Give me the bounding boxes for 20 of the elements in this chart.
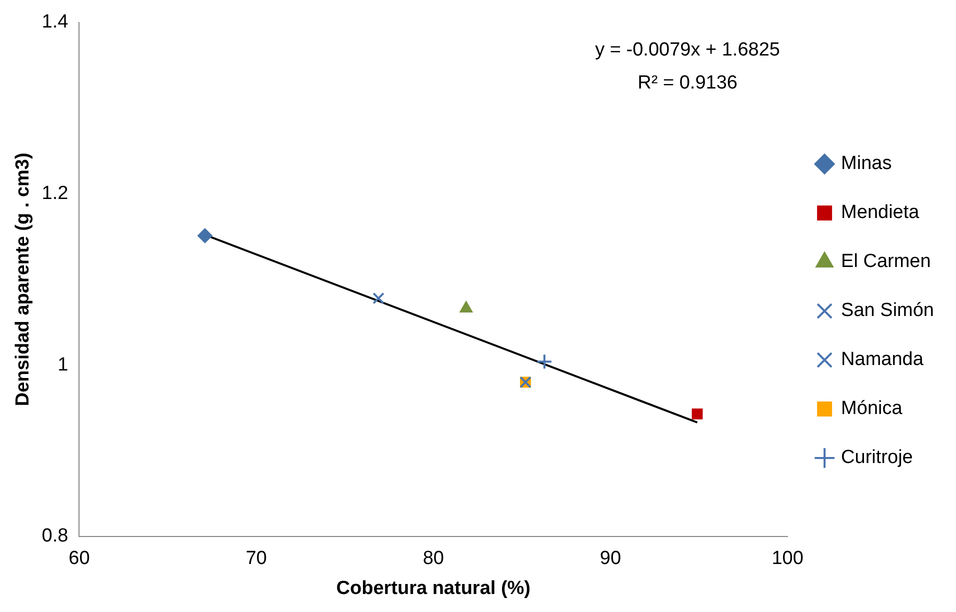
- legend-label: San Simón: [841, 300, 934, 322]
- x-tick-label: 90: [600, 548, 622, 570]
- legend-label: Minas: [841, 153, 892, 174]
- legend-label: Namanda: [841, 349, 924, 370]
- x-tick-label: 80: [422, 548, 444, 570]
- legend-label: El Carmen: [841, 251, 931, 272]
- y-tick-label: 1: [58, 354, 68, 376]
- annotation: R² = 0.9136: [638, 72, 738, 94]
- y-tick-label: 1.4: [42, 12, 69, 33]
- x-tick-label: 60: [68, 548, 90, 570]
- x-axis-title: Cobertura natural (%): [336, 578, 531, 599]
- legend-label: Curitroje: [841, 447, 913, 468]
- y-tick-label: 0.8: [42, 526, 68, 547]
- x-tick-label: 100: [772, 548, 804, 570]
- annotation: y = -0.0079x + 1.6825: [595, 40, 780, 61]
- x-tick-label: 70: [246, 548, 267, 570]
- y-tick-label: 1.2: [42, 182, 68, 204]
- legend-label: Mendieta: [841, 202, 920, 224]
- legend-label: Mónica: [841, 398, 903, 420]
- y-axis-title: Densidad aparente (g . cm3): [12, 152, 34, 406]
